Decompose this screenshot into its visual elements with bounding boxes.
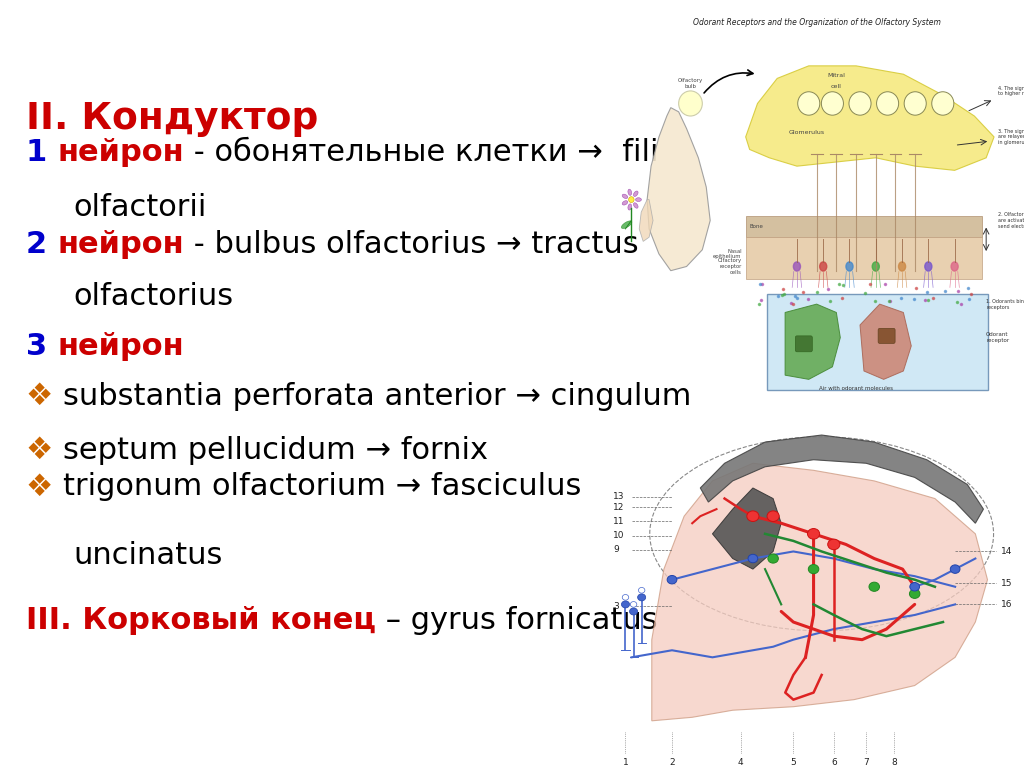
Text: 3. The signals
are relayed
in glomeruli: 3. The signals are relayed in glomeruli [998,129,1024,145]
Circle shape [869,582,880,591]
FancyBboxPatch shape [745,216,982,237]
Text: 9: 9 [613,545,620,555]
Ellipse shape [846,262,853,271]
Circle shape [909,589,920,598]
Text: 10: 10 [613,531,625,540]
Circle shape [950,565,959,574]
Text: - обонятельные клетки →  fili: - обонятельные клетки → fili [184,138,658,167]
Circle shape [630,608,638,615]
Text: Air with odorant molecules: Air with odorant molecules [819,386,893,390]
Circle shape [623,594,629,600]
Text: Nasal
epithelium: Nasal epithelium [714,249,741,259]
Polygon shape [785,304,841,380]
Ellipse shape [622,221,632,229]
Text: нейрон: нейрон [57,230,184,259]
Text: uncinatus: uncinatus [74,541,223,570]
Ellipse shape [925,262,932,271]
Text: 13: 13 [613,492,625,502]
Text: Olfactory
bulb: Olfactory bulb [678,78,703,89]
Text: 1. Odorants bind to
receptors: 1. Odorants bind to receptors [986,298,1024,310]
Ellipse shape [628,204,632,210]
Circle shape [821,92,844,115]
Text: 1: 1 [623,758,629,767]
Circle shape [629,196,634,202]
Text: 14: 14 [1001,547,1013,556]
Text: 16: 16 [1001,600,1013,609]
Text: trigonum olfactorium → fasciculus: trigonum olfactorium → fasciculus [62,472,581,502]
Text: 11: 11 [613,517,625,526]
Circle shape [638,594,646,601]
Text: Bone: Bone [750,224,764,229]
Circle shape [631,601,637,607]
Text: II. Кондуктор: II. Кондуктор [26,101,317,137]
Text: 4. The signals are transmitted
to higher regions of the brain: 4. The signals are transmitted to higher… [998,86,1024,97]
Polygon shape [647,107,711,271]
Circle shape [767,511,779,522]
Circle shape [904,92,927,115]
Circle shape [668,575,677,584]
Text: Mitral: Mitral [827,74,845,78]
Ellipse shape [794,262,801,271]
Text: 6: 6 [830,758,837,767]
Circle shape [638,588,645,593]
Polygon shape [713,488,781,569]
Circle shape [746,511,759,522]
Text: – gyrus fornicatus: – gyrus fornicatus [376,606,657,635]
Text: septum pellucidum → fornix: septum pellucidum → fornix [62,436,487,465]
Circle shape [808,565,819,574]
Text: нейрон: нейрон [57,332,184,361]
Circle shape [768,554,778,563]
Ellipse shape [872,262,880,271]
Ellipse shape [951,262,958,271]
FancyBboxPatch shape [767,294,988,390]
Circle shape [910,582,920,591]
Ellipse shape [634,191,638,196]
Circle shape [877,92,899,115]
FancyBboxPatch shape [745,237,982,279]
Text: substantia perforata anterior → cingulum: substantia perforata anterior → cingulum [62,382,691,411]
Text: 2: 2 [26,230,57,259]
Text: olfactorius: olfactorius [74,282,233,311]
Text: ❖: ❖ [26,436,62,465]
Circle shape [808,528,819,539]
Text: Olfactory
receptor
cells: Olfactory receptor cells [718,258,741,275]
Circle shape [849,92,871,115]
Text: ❖: ❖ [26,472,62,502]
Circle shape [622,601,630,608]
Circle shape [827,539,840,550]
FancyBboxPatch shape [796,336,812,352]
Text: Glomerulus: Glomerulus [790,130,825,135]
Polygon shape [860,304,911,380]
Text: 4: 4 [738,758,743,767]
Ellipse shape [819,262,826,271]
Text: cell: cell [830,84,842,89]
Text: 15: 15 [1001,579,1013,588]
Text: Odorant Receptors and the Organization of the Olfactory System: Odorant Receptors and the Organization o… [692,18,941,27]
Text: 1: 1 [26,138,57,167]
Circle shape [749,555,758,563]
Text: 3: 3 [613,601,620,611]
Ellipse shape [628,189,632,196]
Text: olfactorii: olfactorii [74,193,207,222]
Text: 8: 8 [892,758,897,767]
Circle shape [798,92,820,115]
Text: 2. Olfactory receptor cells
are activated and
send electric signals: 2. Olfactory receptor cells are activate… [998,212,1024,229]
Text: нейрон: нейрон [57,138,184,167]
Text: 12: 12 [613,503,625,512]
Text: 3: 3 [26,332,57,361]
Polygon shape [700,435,983,523]
Circle shape [679,91,702,116]
Polygon shape [651,463,987,721]
Text: ❖: ❖ [26,382,62,411]
Text: Odorant
receptor: Odorant receptor [986,332,1010,343]
Ellipse shape [898,262,905,271]
Circle shape [932,92,953,115]
Polygon shape [639,199,653,242]
Text: 7: 7 [863,758,869,767]
Text: 5: 5 [791,758,797,767]
Text: 2: 2 [670,758,675,767]
Text: III. Корковый конец: III. Корковый конец [26,606,376,635]
Ellipse shape [623,201,628,205]
Ellipse shape [634,202,638,208]
